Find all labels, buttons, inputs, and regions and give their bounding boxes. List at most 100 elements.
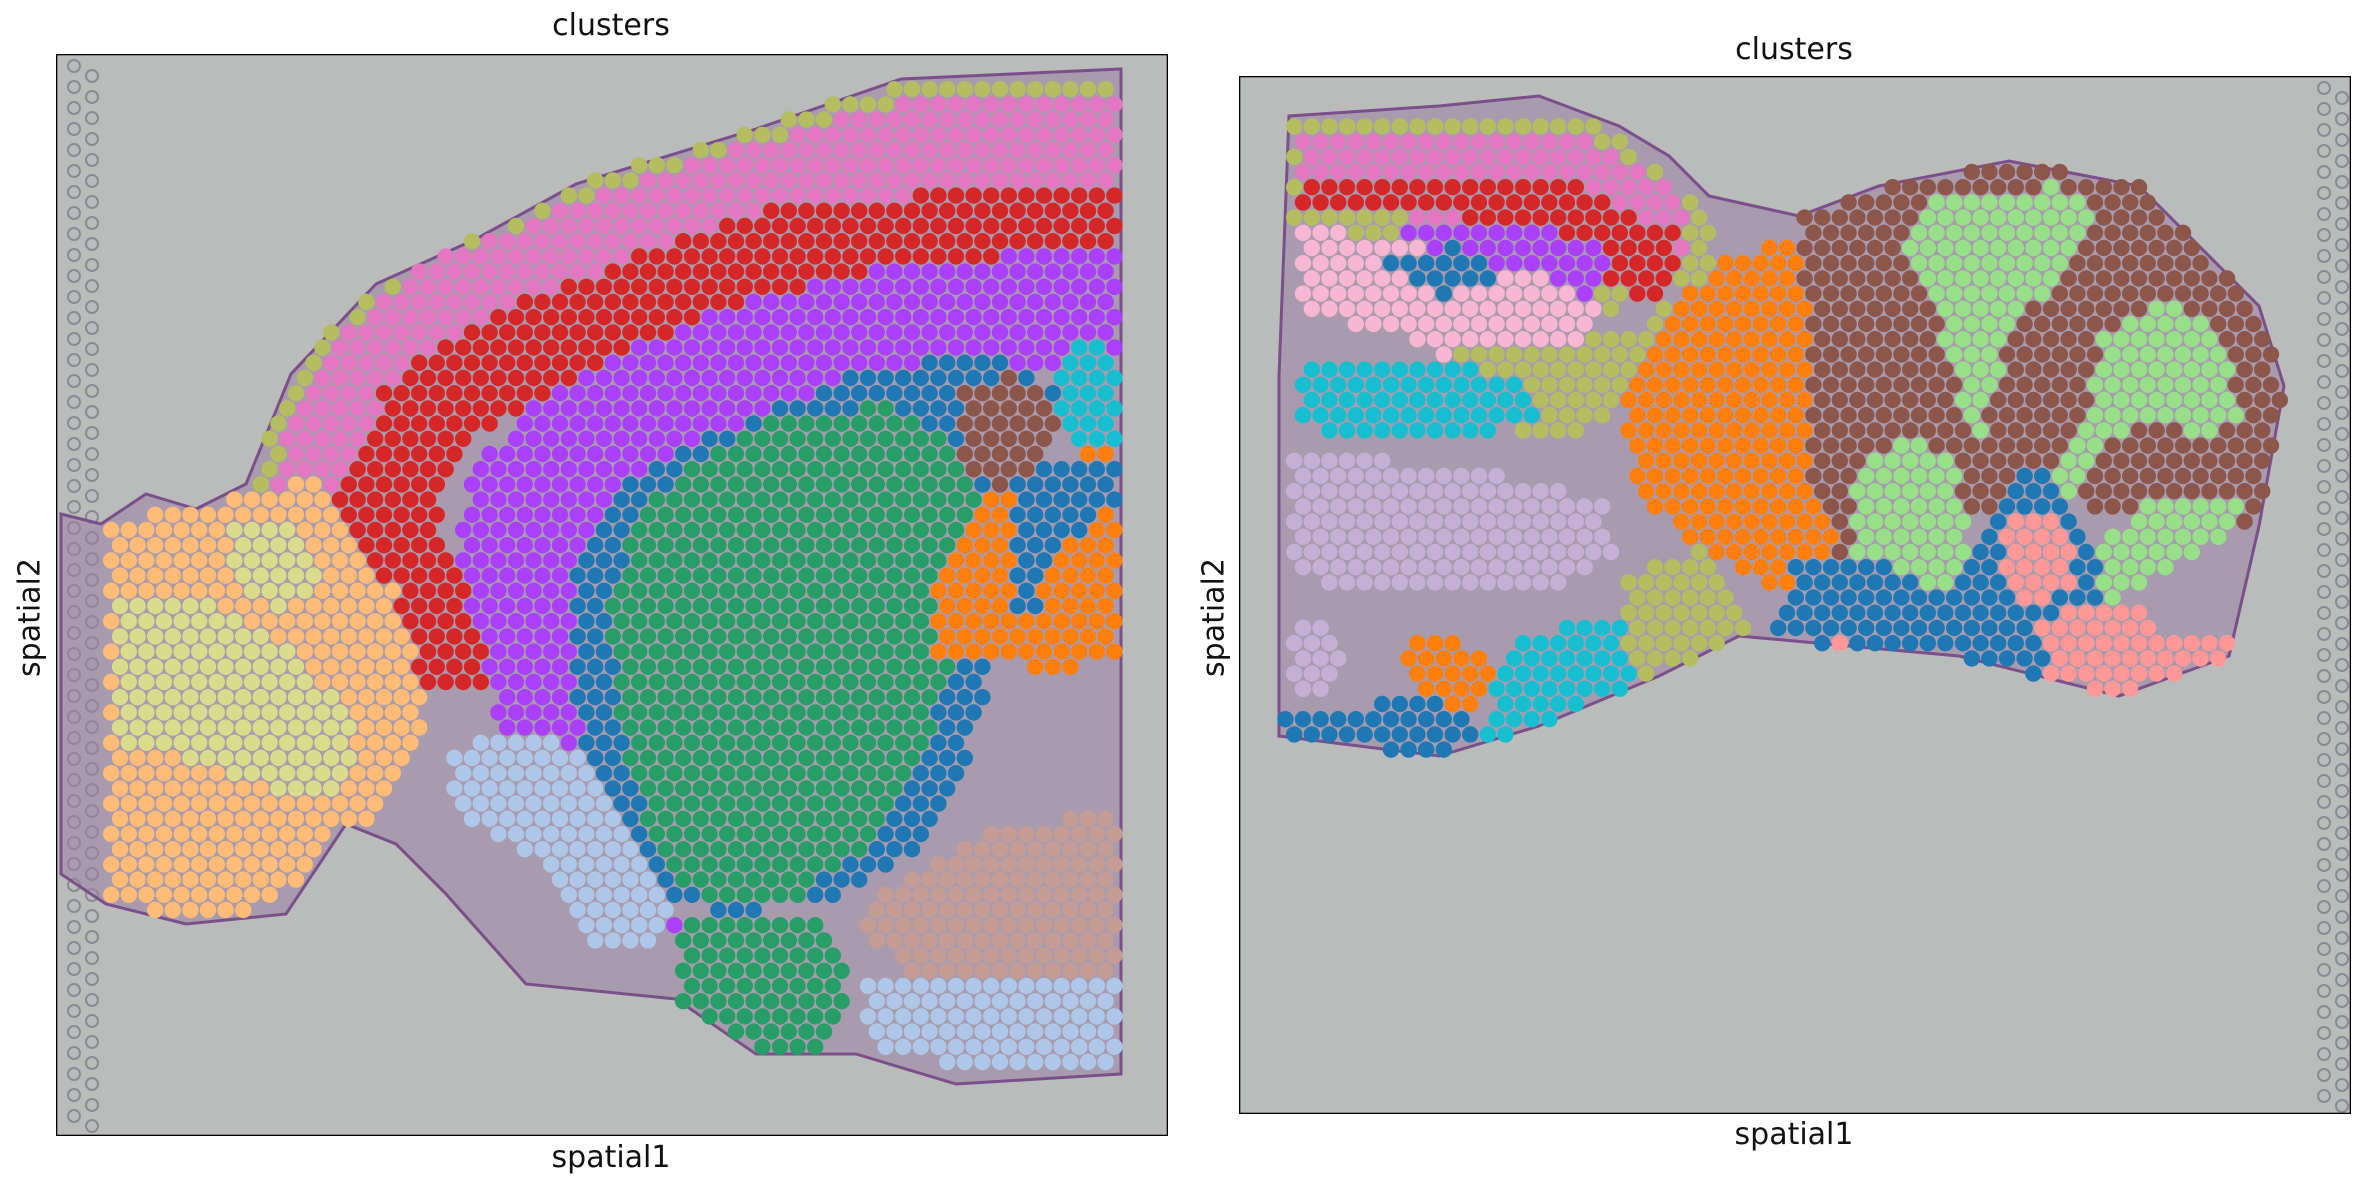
spot	[1814, 209, 1831, 226]
spot	[1321, 635, 1338, 652]
spot	[1840, 407, 1857, 424]
spot	[1629, 407, 1646, 424]
spot	[736, 369, 753, 387]
spot	[243, 765, 261, 782]
spot	[1294, 285, 1312, 302]
spot	[173, 825, 190, 843]
spot	[270, 658, 287, 675]
spot	[1018, 400, 1035, 417]
spot	[851, 476, 868, 493]
spot	[1611, 346, 1628, 363]
spot	[1071, 339, 1088, 356]
spot	[930, 278, 947, 295]
spot	[807, 491, 824, 508]
spot	[367, 339, 384, 356]
spot	[1097, 263, 1114, 280]
spot	[2051, 224, 2068, 241]
spot	[807, 248, 824, 265]
spot	[1954, 422, 1972, 439]
spot	[859, 309, 877, 326]
spot	[2104, 407, 2121, 424]
spot	[815, 537, 833, 554]
spot	[243, 552, 261, 569]
spot	[252, 749, 269, 767]
spot	[490, 400, 507, 417]
spot	[323, 476, 340, 493]
spot	[719, 825, 736, 843]
spot	[2034, 467, 2051, 485]
spot	[1646, 407, 1664, 424]
spot	[710, 871, 727, 888]
spot	[499, 354, 516, 371]
spot	[631, 734, 648, 751]
spot	[1585, 361, 1602, 378]
spot	[1972, 604, 1989, 621]
spot	[947, 765, 965, 782]
spot	[578, 917, 595, 934]
spot	[2069, 346, 2086, 363]
spot	[886, 81, 903, 98]
spot	[472, 400, 489, 417]
spot	[1035, 613, 1053, 630]
spot	[631, 309, 648, 326]
spot	[736, 765, 753, 782]
spot	[155, 673, 173, 691]
spot	[877, 1038, 894, 1055]
spot	[226, 734, 243, 751]
spot	[270, 749, 287, 767]
spot	[824, 765, 841, 782]
spot	[331, 521, 349, 539]
spot	[798, 476, 815, 493]
spot	[666, 278, 683, 295]
spot	[243, 613, 261, 630]
spot	[1347, 133, 1364, 150]
spot	[587, 172, 604, 189]
spot	[868, 293, 885, 311]
spot	[437, 309, 454, 326]
spot	[868, 202, 885, 219]
spot	[1062, 81, 1079, 98]
spot	[1928, 285, 1945, 302]
spot	[1312, 285, 1329, 302]
spot	[1937, 209, 1954, 226]
spot	[639, 263, 657, 280]
spot	[120, 521, 137, 539]
spot	[411, 476, 428, 493]
spot	[1858, 528, 1875, 545]
spot	[1506, 711, 1523, 728]
spot	[1858, 285, 1875, 302]
spot	[1027, 385, 1044, 402]
spot	[1550, 574, 1567, 591]
spot	[983, 947, 1000, 964]
spot	[2060, 604, 2077, 621]
spot	[1585, 635, 1602, 652]
spot	[103, 643, 120, 660]
spot	[1088, 126, 1106, 143]
spot	[2086, 315, 2104, 333]
spot	[1303, 270, 1320, 287]
spot	[499, 658, 516, 675]
spot	[2139, 528, 2156, 545]
spot	[895, 552, 912, 569]
spot	[1963, 467, 1980, 485]
spot	[789, 886, 806, 903]
spot	[1972, 300, 1989, 317]
spot	[1682, 224, 1699, 241]
spot	[639, 537, 657, 554]
spot	[2016, 224, 2033, 241]
spot	[516, 233, 533, 250]
spot	[191, 856, 208, 873]
spot	[455, 339, 472, 356]
spot	[1062, 901, 1079, 919]
spot	[1009, 628, 1026, 645]
spot	[1972, 209, 1989, 226]
spot	[1550, 270, 1567, 287]
spot	[270, 445, 287, 463]
spot	[1079, 324, 1097, 341]
spot	[939, 324, 956, 341]
spot	[1365, 467, 1382, 485]
spot	[578, 521, 595, 539]
spot	[1743, 422, 1760, 439]
spot	[1523, 711, 1540, 728]
spot	[604, 901, 621, 919]
